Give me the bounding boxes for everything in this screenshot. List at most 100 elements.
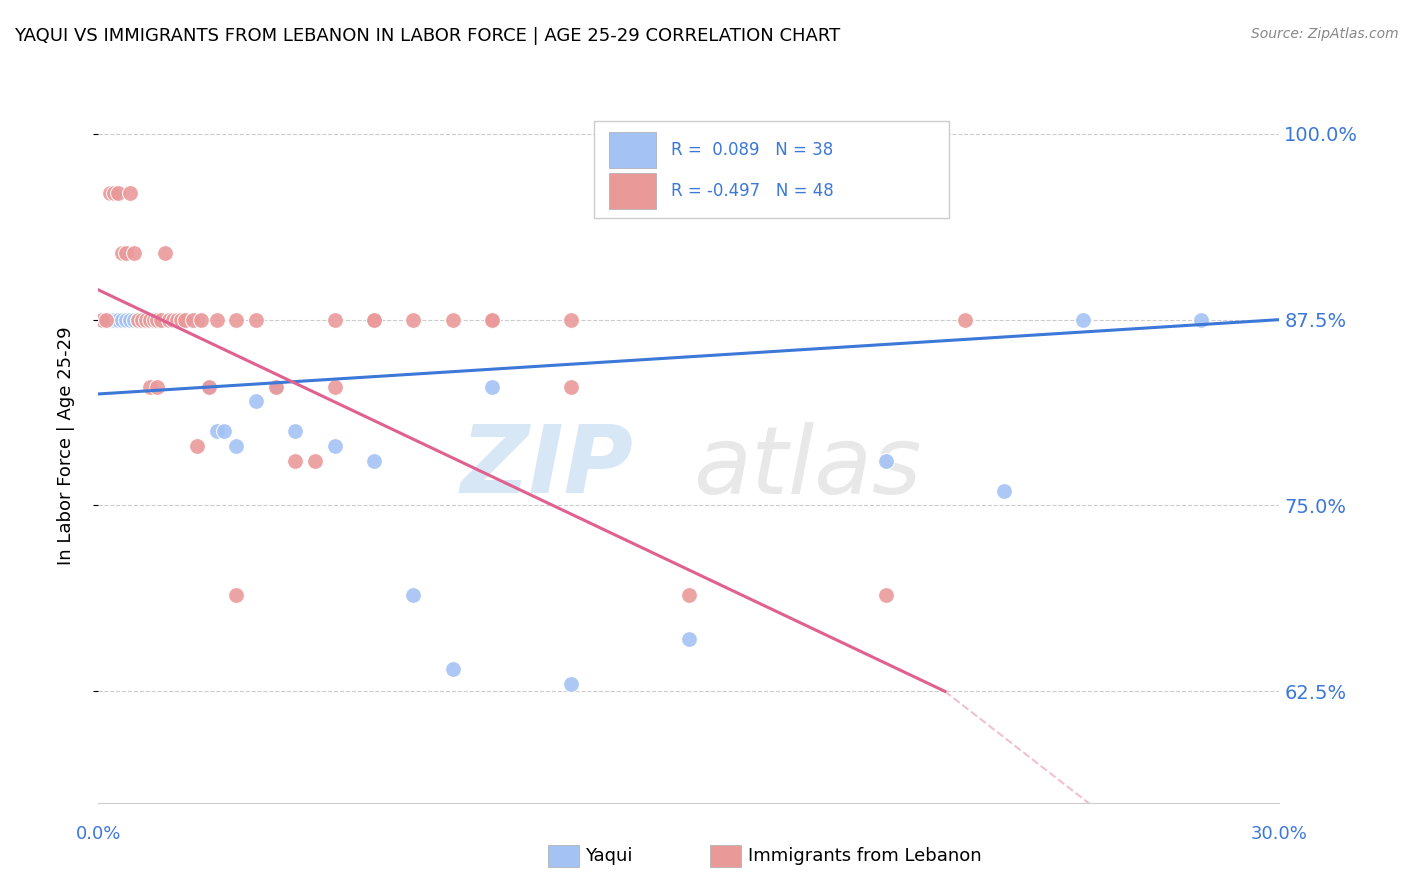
Point bbox=[103, 312, 125, 326]
Point bbox=[127, 312, 149, 326]
Point bbox=[678, 588, 700, 602]
Point bbox=[264, 379, 287, 393]
Text: ZIP: ZIP bbox=[461, 421, 634, 514]
Point bbox=[560, 677, 582, 691]
Point bbox=[162, 312, 184, 326]
Point bbox=[150, 312, 173, 326]
Point bbox=[304, 454, 326, 468]
Point bbox=[138, 312, 160, 326]
Text: YAQUI VS IMMIGRANTS FROM LEBANON IN LABOR FORCE | AGE 25-29 CORRELATION CHART: YAQUI VS IMMIGRANTS FROM LEBANON IN LABO… bbox=[14, 27, 841, 45]
Point bbox=[225, 312, 247, 326]
Point bbox=[96, 312, 118, 326]
Y-axis label: In Labor Force | Age 25-29: In Labor Force | Age 25-29 bbox=[56, 326, 75, 566]
Point bbox=[96, 312, 118, 326]
Point bbox=[138, 312, 160, 326]
Point bbox=[107, 186, 129, 201]
Point bbox=[441, 662, 464, 676]
Point bbox=[170, 312, 193, 326]
Point bbox=[402, 312, 425, 326]
Point bbox=[115, 245, 138, 260]
Point bbox=[146, 312, 169, 326]
Point bbox=[190, 312, 212, 326]
Point bbox=[118, 186, 141, 201]
Point bbox=[103, 186, 125, 201]
Point bbox=[174, 312, 197, 326]
Point bbox=[363, 312, 385, 326]
Point bbox=[245, 312, 267, 326]
Point bbox=[91, 312, 114, 326]
Text: atlas: atlas bbox=[693, 422, 921, 513]
Point bbox=[1189, 312, 1212, 326]
Point bbox=[402, 588, 425, 602]
Point bbox=[142, 312, 165, 326]
Point bbox=[953, 312, 976, 326]
Point bbox=[875, 588, 897, 602]
Point bbox=[146, 379, 169, 393]
Point bbox=[205, 424, 228, 438]
Point bbox=[560, 312, 582, 326]
Point bbox=[186, 312, 208, 326]
Point bbox=[284, 424, 307, 438]
Point bbox=[107, 312, 129, 326]
Point bbox=[111, 245, 134, 260]
Point bbox=[284, 454, 307, 468]
Point bbox=[155, 245, 177, 260]
Point bbox=[993, 483, 1015, 498]
FancyBboxPatch shape bbox=[609, 173, 655, 209]
FancyBboxPatch shape bbox=[609, 132, 655, 168]
Point bbox=[225, 588, 247, 602]
Point bbox=[481, 379, 503, 393]
Point bbox=[122, 312, 145, 326]
Point bbox=[323, 312, 346, 326]
Point bbox=[1071, 312, 1094, 326]
Point bbox=[157, 312, 180, 326]
Point bbox=[166, 312, 188, 326]
Text: R = -0.497   N = 48: R = -0.497 N = 48 bbox=[671, 182, 834, 200]
Point bbox=[197, 379, 219, 393]
Point bbox=[157, 312, 180, 326]
Point bbox=[225, 439, 247, 453]
Point bbox=[118, 312, 141, 326]
Point bbox=[197, 379, 219, 393]
Point bbox=[111, 312, 134, 326]
Point bbox=[363, 454, 385, 468]
Point bbox=[186, 439, 208, 453]
Point bbox=[323, 439, 346, 453]
Point bbox=[214, 424, 236, 438]
Text: R =  0.089   N = 38: R = 0.089 N = 38 bbox=[671, 141, 834, 159]
Point bbox=[181, 312, 204, 326]
Point bbox=[135, 312, 157, 326]
Text: 0.0%: 0.0% bbox=[76, 825, 121, 843]
Point bbox=[441, 312, 464, 326]
Point bbox=[135, 312, 157, 326]
Point bbox=[481, 312, 503, 326]
Point bbox=[98, 312, 121, 326]
Point bbox=[127, 312, 149, 326]
Point bbox=[481, 312, 503, 326]
Point bbox=[150, 312, 173, 326]
Point bbox=[98, 186, 121, 201]
Point bbox=[131, 312, 153, 326]
Point bbox=[174, 312, 197, 326]
Point bbox=[875, 454, 897, 468]
Point bbox=[122, 245, 145, 260]
Point bbox=[115, 312, 138, 326]
Point bbox=[363, 312, 385, 326]
Point bbox=[205, 312, 228, 326]
Point bbox=[560, 379, 582, 393]
Point bbox=[245, 394, 267, 409]
Point bbox=[91, 312, 114, 326]
Text: Yaqui: Yaqui bbox=[585, 847, 633, 865]
Point bbox=[264, 379, 287, 393]
Point bbox=[131, 312, 153, 326]
Point bbox=[323, 379, 346, 393]
Text: Immigrants from Lebanon: Immigrants from Lebanon bbox=[748, 847, 981, 865]
Point bbox=[678, 632, 700, 647]
Point bbox=[138, 379, 160, 393]
Text: 30.0%: 30.0% bbox=[1251, 825, 1308, 843]
Point bbox=[146, 312, 169, 326]
Text: Source: ZipAtlas.com: Source: ZipAtlas.com bbox=[1251, 27, 1399, 41]
FancyBboxPatch shape bbox=[595, 121, 949, 218]
Point bbox=[166, 312, 188, 326]
Point bbox=[142, 312, 165, 326]
